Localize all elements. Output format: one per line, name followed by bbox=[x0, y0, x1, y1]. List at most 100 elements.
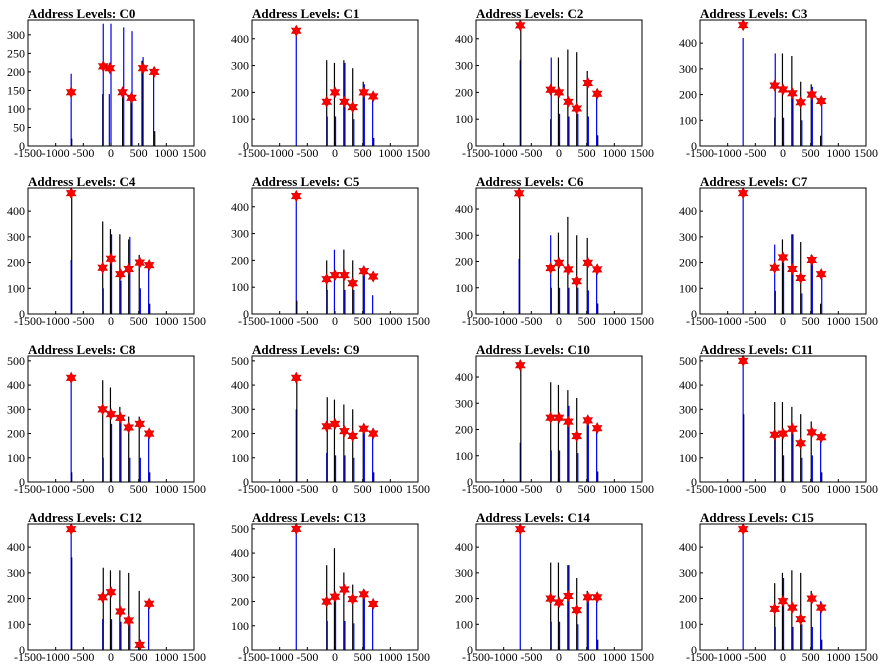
x-tick-label: 0 bbox=[780, 650, 786, 664]
x-tick-label: -1000 bbox=[490, 314, 518, 328]
x-tick-label: -1500 bbox=[686, 146, 714, 160]
x-tick-label: 500 bbox=[354, 482, 372, 496]
x-tick-label: 1500 bbox=[854, 146, 878, 160]
y-tick-label: 200 bbox=[455, 423, 473, 437]
star-marker bbox=[65, 86, 77, 99]
y-tick-label: 400 bbox=[231, 32, 249, 46]
chart-title: Address Levels: C1 bbox=[252, 6, 359, 21]
star-marker bbox=[123, 262, 135, 276]
x-tick-label: -1000 bbox=[714, 146, 742, 160]
star-marker bbox=[65, 522, 77, 536]
x-tick-label: -1500 bbox=[686, 482, 714, 496]
x-tick-label: 500 bbox=[578, 314, 596, 328]
y-tick-label: 400 bbox=[7, 540, 25, 554]
y-tick-label: 200 bbox=[231, 427, 249, 441]
star-marker bbox=[737, 522, 749, 536]
x-tick-label: 500 bbox=[130, 146, 148, 160]
x-tick-label: 1500 bbox=[406, 650, 430, 664]
star-marker bbox=[513, 187, 525, 200]
x-tick-label: 1500 bbox=[182, 146, 206, 160]
y-tick-label: 400 bbox=[7, 378, 25, 392]
star-marker bbox=[787, 601, 798, 614]
star-marker bbox=[97, 261, 109, 274]
star-marker bbox=[123, 421, 135, 434]
star-marker bbox=[105, 585, 117, 599]
y-tick-label: 300 bbox=[679, 62, 697, 76]
star-marker bbox=[787, 87, 798, 100]
x-tick-label: -1500 bbox=[462, 482, 490, 496]
y-tick-label: 300 bbox=[231, 59, 249, 73]
star-marker bbox=[115, 411, 126, 424]
x-tick-label: 500 bbox=[354, 650, 372, 664]
star-marker bbox=[367, 427, 379, 440]
x-tick-label: 1000 bbox=[826, 482, 850, 496]
x-tick-label: -500 bbox=[744, 314, 766, 328]
chart-title: Address Levels: C3 bbox=[700, 6, 808, 21]
y-tick-label: 300 bbox=[455, 566, 473, 580]
x-tick-label: -1500 bbox=[238, 482, 266, 496]
x-tick-label: 1000 bbox=[154, 314, 178, 328]
y-tick-label: 0 bbox=[467, 139, 473, 153]
star-marker bbox=[105, 252, 117, 265]
x-tick-label: 0 bbox=[332, 146, 338, 160]
x-tick-label: 500 bbox=[578, 650, 596, 664]
chart-panel: Address Levels: C1 0 100 200 300 400 -1500 -100… bbox=[224, 0, 448, 168]
chart-panel: Address Levels: C6 0 100 200 300 400 -1500 -100… bbox=[448, 168, 672, 336]
y-tick-label: 0 bbox=[691, 307, 697, 321]
x-tick-label: -500 bbox=[72, 146, 94, 160]
x-tick-label: 0 bbox=[556, 146, 562, 160]
star-marker bbox=[290, 522, 302, 536]
star-marker bbox=[806, 88, 818, 101]
y-tick-label: 300 bbox=[679, 230, 697, 244]
x-tick-label: 1500 bbox=[630, 482, 654, 496]
x-tick-label: 1000 bbox=[378, 314, 402, 328]
chart-title: Address Levels: C7 bbox=[700, 174, 808, 189]
x-tick-label: -500 bbox=[744, 146, 766, 160]
x-tick-label: 0 bbox=[108, 482, 114, 496]
star-marker bbox=[769, 602, 781, 616]
star-marker bbox=[358, 264, 370, 278]
star-marker bbox=[571, 429, 583, 443]
y-tick-label: 100 bbox=[455, 449, 473, 463]
x-tick-label: 1500 bbox=[182, 482, 206, 496]
star-marker bbox=[104, 62, 116, 75]
star-marker bbox=[290, 189, 302, 203]
x-tick-label: 0 bbox=[556, 314, 562, 328]
star-marker bbox=[582, 76, 594, 90]
star-marker bbox=[795, 612, 807, 626]
y-tick-label: 200 bbox=[7, 65, 25, 79]
y-tick-label: 200 bbox=[7, 427, 25, 441]
chart-panel: Address Levels: C14 0 100 200 300 400 -1500 -10… bbox=[448, 504, 672, 672]
y-tick-label: 0 bbox=[691, 475, 697, 489]
star-marker bbox=[545, 261, 557, 275]
x-tick-label: -500 bbox=[744, 482, 766, 496]
y-tick-label: 200 bbox=[455, 592, 473, 606]
x-tick-label: 500 bbox=[802, 482, 820, 496]
chart-svg: Address Levels: C3 0 100 200 300 400 -1500 -100… bbox=[679, 6, 878, 160]
chart-panel: Address Levels: C9 0 100 200 300 400 500 -1500-… bbox=[224, 336, 448, 504]
y-tick-label: 400 bbox=[679, 36, 697, 50]
y-tick-label: 300 bbox=[455, 59, 473, 73]
x-tick-label: -500 bbox=[520, 482, 542, 496]
star-marker bbox=[347, 429, 359, 443]
x-tick-label: -1500 bbox=[14, 482, 42, 496]
y-tick-label: 300 bbox=[455, 396, 473, 410]
chart-title: Address Levels: C11 bbox=[700, 342, 813, 357]
star-marker bbox=[563, 415, 574, 428]
y-tick-label: 300 bbox=[679, 566, 697, 580]
chart-panel: Address Levels: C2 0 100 200 300 400 -1500 -100… bbox=[448, 0, 672, 168]
x-tick-label: -1000 bbox=[266, 650, 294, 664]
star-marker bbox=[737, 354, 749, 368]
x-tick-label: 500 bbox=[802, 146, 820, 160]
x-tick-label: 1500 bbox=[406, 314, 430, 328]
y-tick-label: 300 bbox=[231, 227, 249, 241]
star-marker bbox=[571, 603, 583, 617]
star-marker bbox=[787, 422, 798, 435]
x-tick-label: 1000 bbox=[378, 146, 402, 160]
star-marker bbox=[777, 83, 789, 96]
x-tick-label: 1000 bbox=[378, 650, 402, 664]
chart-title: Address Levels: C14 bbox=[476, 510, 590, 525]
star-marker bbox=[795, 96, 807, 109]
chart-title: Address Levels: C9 bbox=[252, 342, 360, 357]
star-marker bbox=[97, 60, 109, 73]
